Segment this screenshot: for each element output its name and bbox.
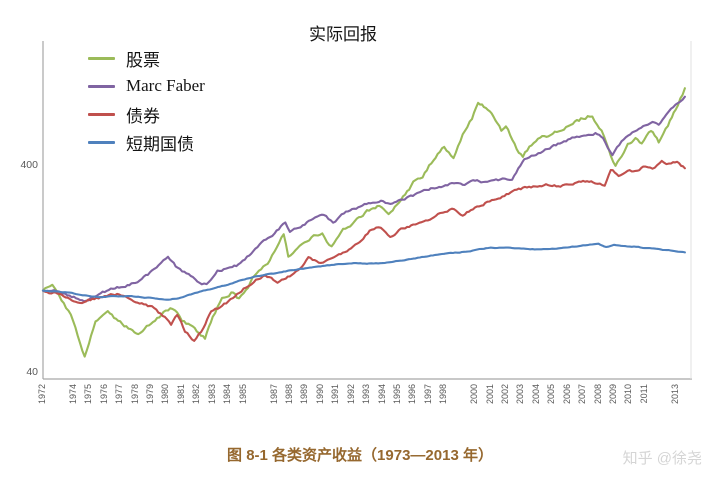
legend-item-bonds: 债券 xyxy=(88,100,205,128)
x-tick-label: 1998 xyxy=(438,384,449,405)
watermark: 知乎 @徐尧 xyxy=(622,450,702,467)
x-tick-label: 1988 xyxy=(283,384,294,405)
legend-swatch-marc-faber xyxy=(88,84,115,88)
x-tick-label: 2000 xyxy=(469,384,480,405)
x-tick-label: 2007 xyxy=(577,384,588,405)
x-tick-label: 1991 xyxy=(330,384,341,405)
x-tick-label: 1974 xyxy=(67,384,78,405)
x-tick-label: 2005 xyxy=(546,384,557,405)
y-tick-label: 400 xyxy=(20,159,38,171)
x-tick-label: 1990 xyxy=(314,384,325,405)
series-line-bonds xyxy=(41,159,686,342)
legend: 股票 Marc Faber 债券短期国债 xyxy=(88,44,205,156)
x-tick-label: 1976 xyxy=(98,384,109,405)
x-tick-label: 1996 xyxy=(407,384,418,405)
legend-label-tbills: 短期国债 xyxy=(126,134,194,154)
legend-swatch-stocks xyxy=(88,56,115,60)
legend-label-stocks: 股票 xyxy=(126,50,160,70)
x-tick-label: 1992 xyxy=(345,384,356,405)
x-tick-label: 1977 xyxy=(114,384,125,405)
legend-item-tbills: 短期国债 xyxy=(88,128,205,156)
series-line-marc-faber xyxy=(41,95,686,303)
series-line-tbills xyxy=(41,242,686,301)
x-tick-label: 1972 xyxy=(37,384,47,405)
x-tick-label: 1994 xyxy=(376,384,387,405)
legend-swatch-tbills xyxy=(88,140,115,144)
x-tick-label: 1982 xyxy=(191,384,202,405)
x-tick-label: 1989 xyxy=(299,384,310,405)
x-tick-label: 2001 xyxy=(484,384,495,405)
x-tick-label: 1981 xyxy=(175,384,186,405)
x-tick-label: 2011 xyxy=(638,384,649,404)
x-tick-label: 1978 xyxy=(129,384,140,405)
x-tick-label: 1987 xyxy=(268,384,279,405)
x-tick-label: 1983 xyxy=(206,384,217,405)
x-tick-label: 1975 xyxy=(83,384,94,405)
x-tick-label: 1984 xyxy=(222,384,233,405)
x-tick-label: 1979 xyxy=(145,384,155,405)
x-tick-label: 1997 xyxy=(422,384,433,405)
x-tick-label: 1985 xyxy=(237,384,248,405)
chart-title: 实际回报 xyxy=(309,25,377,44)
legend-swatch-bonds xyxy=(88,112,115,116)
figure-caption: 图 8-1 各类资产收益（1973—2013 年） xyxy=(227,447,493,464)
series-line-stocks xyxy=(41,87,686,358)
legend-label-marc-faber: Marc Faber xyxy=(126,76,205,95)
legend-item-marc-faber: Marc Faber xyxy=(88,72,205,100)
legend-label-bonds: 债券 xyxy=(126,106,160,126)
x-tick-label: 2009 xyxy=(607,384,618,405)
x-tick-label: 2006 xyxy=(561,384,572,405)
x-tick-label: 2008 xyxy=(592,384,603,405)
y-tick-label: 40 xyxy=(26,366,38,378)
legend-item-stocks: 股票 xyxy=(88,44,205,72)
x-tick-label: 2004 xyxy=(530,384,541,405)
x-tick-label: 2013 xyxy=(669,384,680,405)
x-tick-label: 2002 xyxy=(499,384,510,405)
x-tick-label: 1995 xyxy=(391,384,402,405)
x-tick-label: 1980 xyxy=(160,384,171,405)
x-tick-label: 1993 xyxy=(361,384,371,405)
plot-svg xyxy=(41,41,692,380)
x-tick-label: 2010 xyxy=(623,384,634,405)
x-tick-label: 2003 xyxy=(515,384,526,405)
